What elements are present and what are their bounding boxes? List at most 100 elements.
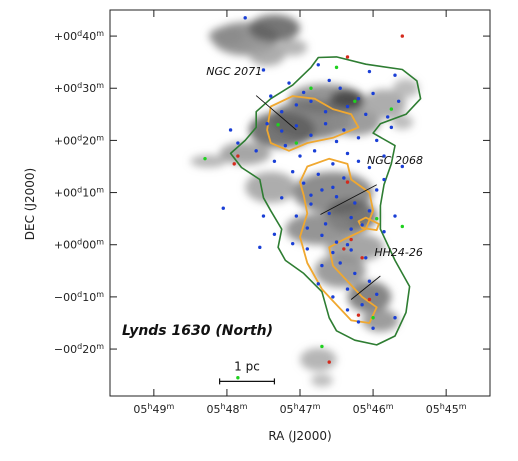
x-tick-label-4: 05h45m <box>426 402 467 417</box>
point-1-0 <box>345 55 350 59</box>
point-0-5 <box>345 104 350 109</box>
point-0-46 <box>258 245 262 250</box>
orange-contour-2 <box>357 216 380 231</box>
point-0-2 <box>338 86 342 90</box>
chart-title: Lynds 1630 (North) <box>122 323 273 339</box>
point-0-76 <box>312 149 317 153</box>
point-0-82 <box>342 176 346 180</box>
point-1-4 <box>349 237 353 242</box>
point-0-16 <box>345 151 350 156</box>
contour-layer <box>229 56 422 346</box>
y-tick-label-6: −00d20m <box>54 342 104 357</box>
point-1-7 <box>367 297 372 302</box>
point-0-38 <box>375 292 379 296</box>
point-0-50 <box>272 159 277 163</box>
point-0-9 <box>280 110 284 114</box>
point-0-70 <box>345 287 350 291</box>
orange-contour-0 <box>266 95 360 152</box>
point-0-55 <box>287 81 291 85</box>
gray-cloud-3 <box>248 42 286 66</box>
point-0-84 <box>323 222 328 226</box>
gray-cloud-11 <box>392 78 420 98</box>
gray-cloud-10 <box>362 89 406 119</box>
point-0-54 <box>269 94 273 98</box>
gray-cloud-1 <box>248 14 300 42</box>
point-0-30 <box>305 226 310 230</box>
point-0-43 <box>305 247 310 251</box>
point-0-26 <box>349 215 353 220</box>
point-0-79 <box>356 136 361 140</box>
x-tick-label-3: 05h46m <box>353 402 394 417</box>
point-0-74 <box>349 227 353 231</box>
point-0-23 <box>334 195 339 199</box>
point-1-1 <box>400 34 405 38</box>
point-0-31 <box>320 233 324 238</box>
point-1-3 <box>345 180 350 184</box>
point-0-41 <box>331 295 335 299</box>
point-0-48 <box>280 196 284 200</box>
annotation-label-0: NGC 2071 <box>206 65 262 78</box>
point-0-22 <box>320 188 324 192</box>
y-tick-label-4: +00d00m <box>54 237 104 252</box>
y-axis-title: DEC (J2000) <box>23 168 37 240</box>
point-2-5 <box>375 216 379 221</box>
point-2-9 <box>236 376 240 380</box>
point-0-8 <box>294 103 299 107</box>
point-0-44 <box>290 241 295 246</box>
x-tick-label-1: 05h48m <box>206 402 247 417</box>
point-0-32 <box>334 240 339 244</box>
point-0-27 <box>327 211 331 216</box>
point-2-3 <box>353 99 357 103</box>
point-0-73 <box>393 316 397 320</box>
point-2-1 <box>294 141 299 145</box>
point-0-24 <box>353 201 357 205</box>
point-0-0 <box>301 90 306 95</box>
point-0-85 <box>283 143 288 148</box>
point-0-57 <box>367 69 372 74</box>
point-0-37 <box>367 279 372 283</box>
point-0-49 <box>290 170 295 174</box>
point-0-18 <box>367 165 372 170</box>
point-1-2 <box>236 154 240 158</box>
y-tick-label-0: +00d40m <box>54 29 104 44</box>
point-0-58 <box>393 73 397 77</box>
point-0-13 <box>309 133 313 137</box>
point-0-25 <box>367 209 372 213</box>
point-0-75 <box>331 185 335 190</box>
gray-cloud-22 <box>300 348 337 371</box>
point-0-65 <box>375 188 379 192</box>
point-0-89 <box>261 68 266 72</box>
point-0-83 <box>309 193 313 197</box>
point-0-86 <box>360 223 364 227</box>
point-1-9 <box>327 360 331 364</box>
point-0-10 <box>265 122 269 126</box>
point-0-60 <box>389 125 394 130</box>
point-0-45 <box>272 232 277 236</box>
point-0-40 <box>345 308 350 312</box>
x-tick-label-2: 05h47m <box>280 402 321 417</box>
point-0-19 <box>331 162 335 166</box>
y-tick-label-1: +00d30m <box>54 81 104 96</box>
point-0-59 <box>396 99 401 103</box>
point-2-2 <box>309 86 313 90</box>
point-2-10 <box>334 65 339 70</box>
point-0-81 <box>309 99 313 103</box>
point-0-21 <box>301 181 306 185</box>
tick-layer: 05h49m 05h48m 05h47m 05h46m 05h45m +00d40m +00… <box>54 10 490 416</box>
y-tick-label-5: −00d10m <box>54 289 104 304</box>
point-1-6 <box>360 256 364 260</box>
gray-cloud-14 <box>245 171 297 203</box>
point-0-4 <box>371 91 375 96</box>
point-1-10 <box>232 162 236 166</box>
gray-cloud-layer <box>190 14 420 387</box>
green-contour <box>229 56 422 346</box>
point-0-66 <box>393 214 397 218</box>
point-0-7 <box>385 115 390 119</box>
point-0-56 <box>316 63 320 67</box>
point-0-12 <box>294 124 299 128</box>
point-0-11 <box>280 129 284 133</box>
point-0-64 <box>382 177 386 182</box>
gray-cloud-12 <box>219 141 271 165</box>
annotation-label-1: NGC 2068 <box>367 154 423 167</box>
point-0-90 <box>221 206 225 210</box>
